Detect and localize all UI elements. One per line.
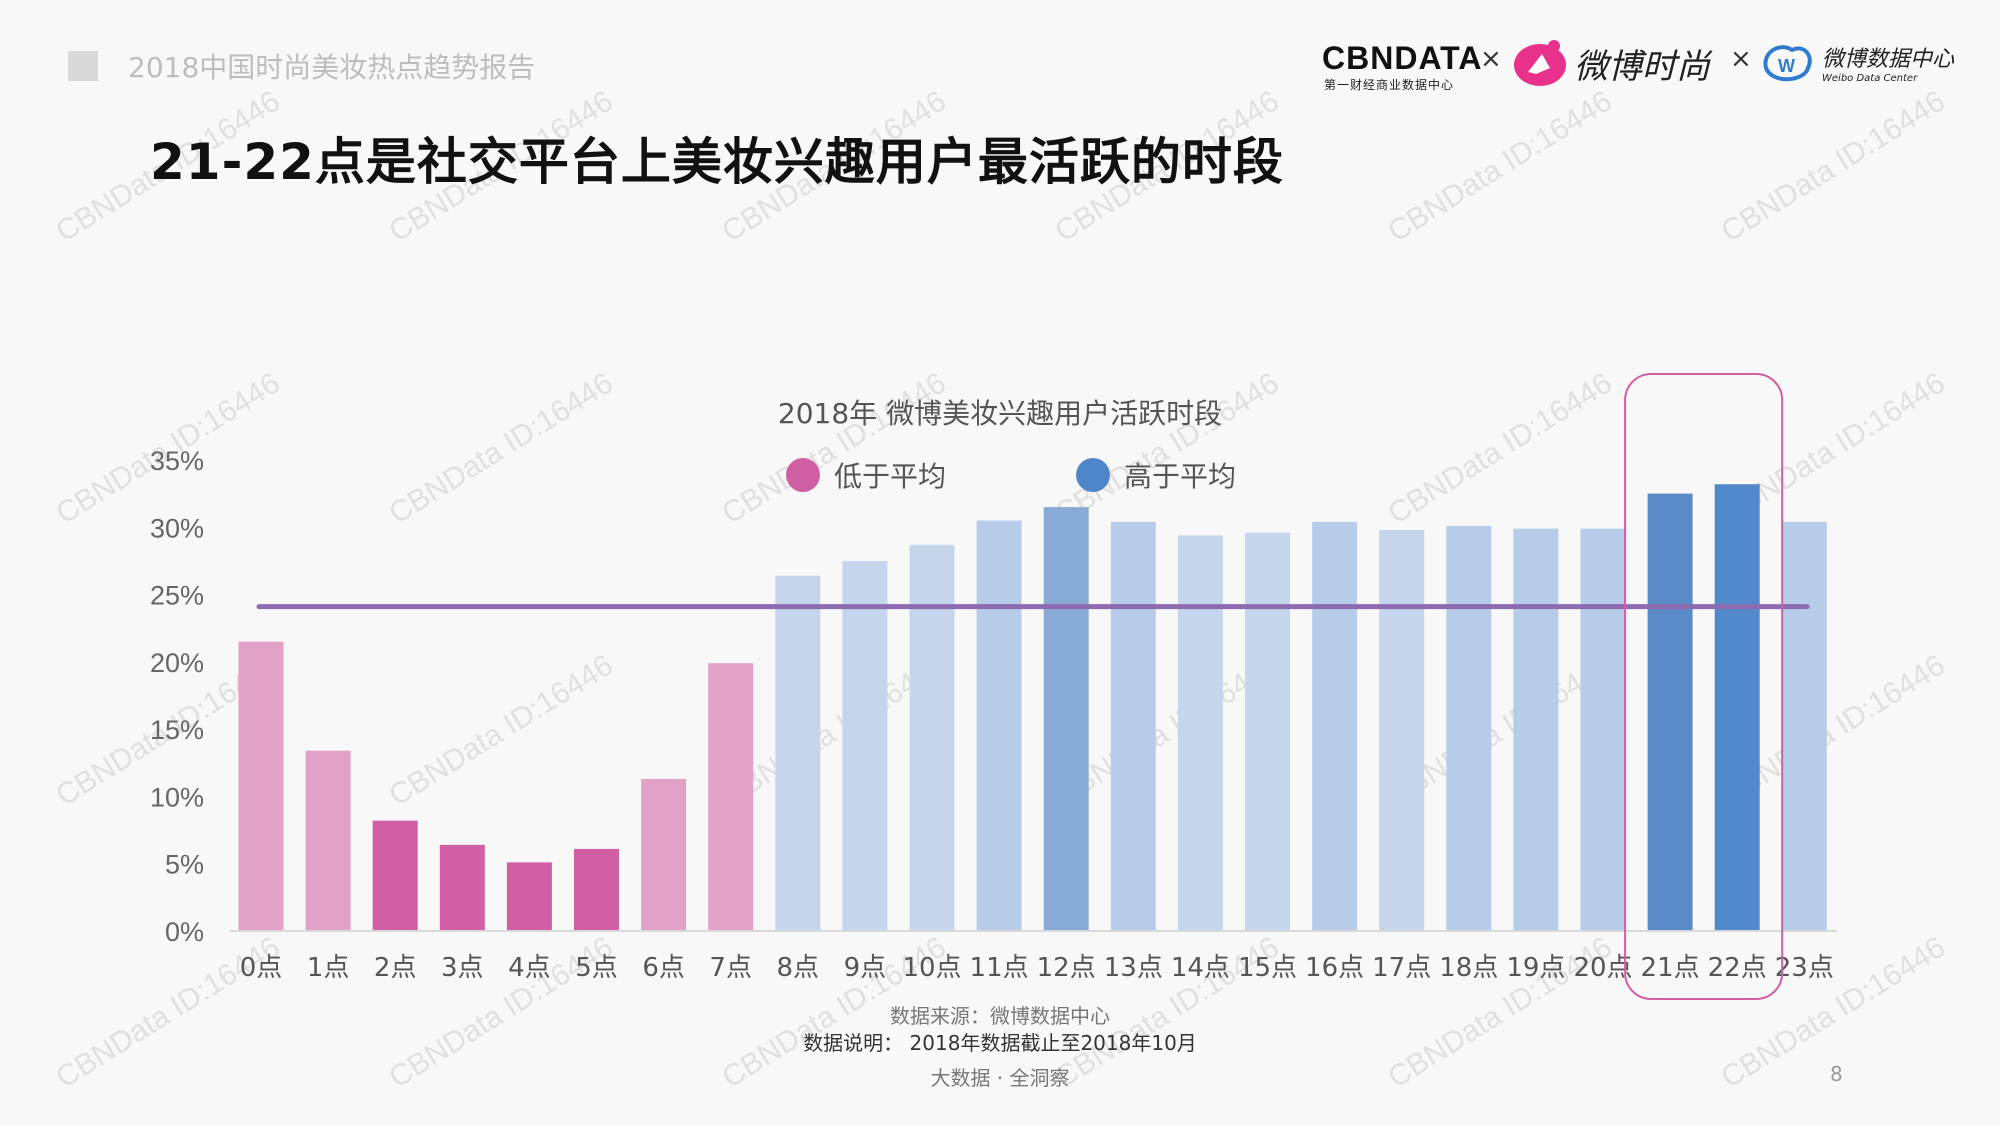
- x-tick-label: 9点: [844, 953, 887, 983]
- bar: [1714, 484, 1760, 931]
- x-tick-label: 4点: [508, 953, 551, 983]
- slogan: 大数据 · 全洞察: [930, 1066, 1070, 1090]
- legend-dot-icon: [786, 458, 820, 492]
- x-tick-label: 15点: [1238, 953, 1297, 983]
- bar: [775, 575, 821, 931]
- x-tick-label: 19点: [1506, 953, 1565, 983]
- x-tick-label: 11点: [970, 953, 1029, 983]
- weibo-data-center-icon: W: [1763, 45, 1812, 82]
- x-tick-label: 22点: [1708, 953, 1767, 983]
- cbndata-logo: CBNDATA: [1322, 40, 1482, 77]
- weibo-data-center-logo: W 微博数据中心 Weibo Data Center: [1760, 38, 1954, 86]
- bar: [909, 544, 955, 931]
- separator: ×: [1480, 44, 1502, 74]
- x-tick-label: 13点: [1104, 953, 1163, 983]
- bar: [506, 862, 552, 931]
- bar: [1312, 521, 1358, 931]
- y-tick-label: 5%: [165, 850, 204, 880]
- bar: [1446, 525, 1492, 931]
- legend-item-below-average: 低于平均: [786, 455, 946, 495]
- bar: [842, 560, 888, 931]
- x-tick-label: 10点: [902, 953, 961, 983]
- bar: [1177, 535, 1223, 931]
- svg-text:W: W: [1778, 56, 1795, 76]
- bar: [238, 641, 284, 931]
- header-square-icon: [68, 51, 98, 81]
- bar: [1043, 507, 1089, 931]
- bar: [372, 820, 418, 931]
- x-tick-label: 20点: [1573, 953, 1632, 983]
- legend-dot-icon: [1076, 458, 1110, 492]
- bar: [1110, 521, 1156, 931]
- x-tick-label: 6点: [642, 953, 685, 983]
- highlight-box: [1624, 373, 1784, 1000]
- weibo-fashion-text: 微博时尚: [1574, 46, 1710, 87]
- legend-label: 低于平均: [834, 460, 947, 493]
- y-tick-label: 0%: [165, 917, 204, 947]
- y-tick-label: 30%: [150, 513, 204, 543]
- bar: [439, 844, 485, 931]
- bar: [574, 848, 619, 931]
- legend-label: 高于平均: [1124, 460, 1237, 493]
- x-tick-label: 21点: [1641, 953, 1700, 983]
- x-tick-label: 14点: [1171, 953, 1230, 983]
- page-number: 8: [1830, 1062, 1843, 1086]
- weibo-fashion-icon: [1514, 40, 1566, 86]
- bar: [1647, 493, 1693, 931]
- y-tick-label: 15%: [150, 715, 204, 745]
- cbndata-logo-text: CBNDATA: [1322, 40, 1483, 76]
- bar: [305, 750, 351, 931]
- weibo-data-center-text: 微博数据中心: [1822, 46, 1955, 72]
- chart-title: 2018年 微博美妆兴趣用户活跃时段: [777, 397, 1223, 430]
- bar: [1580, 528, 1626, 931]
- bar: [708, 663, 754, 931]
- x-tick-label: 0点: [240, 953, 283, 983]
- weibo-data-center-en-text: Weibo Data Center: [1822, 72, 1918, 84]
- x-tick-label: 12点: [1037, 953, 1096, 983]
- bar: [1513, 528, 1559, 931]
- x-tick-label: 18点: [1439, 953, 1498, 983]
- bar: [641, 778, 687, 931]
- report-title: 2018中国时尚美妆热点趋势报告: [128, 51, 536, 84]
- bar: [1245, 532, 1290, 931]
- x-tick-label: 3点: [441, 953, 484, 983]
- separator: ×: [1730, 44, 1752, 74]
- y-tick-label: 20%: [150, 648, 204, 678]
- x-tick-label: 8点: [777, 953, 820, 983]
- y-tick-label: 25%: [150, 581, 204, 611]
- x-tick-label: 7点: [709, 953, 752, 983]
- bar: [1781, 521, 1827, 931]
- y-tick-label: 35%: [150, 446, 204, 476]
- y-tick-label: 10%: [150, 782, 204, 812]
- x-tick-label: 5点: [575, 953, 618, 983]
- legend-item-above-average: 高于平均: [1076, 455, 1236, 495]
- x-tick-label: 2点: [374, 953, 417, 983]
- x-tick-label: 16点: [1305, 953, 1364, 983]
- x-tick-label: 17点: [1372, 953, 1431, 983]
- weibo-fashion-logo: 微博时尚: [1512, 38, 1710, 88]
- x-tick-label: 1点: [307, 953, 350, 983]
- bar: [1379, 529, 1425, 931]
- bar: [976, 520, 1022, 931]
- cbndata-logo-subtitle: 第一财经商业数据中心: [1324, 78, 1455, 92]
- page-title: 21-22点是社交平台上美妆兴趣用户最活跃的时段: [150, 133, 1284, 191]
- data-note: 数据说明： 2018年数据截止至2018年10月: [803, 1031, 1197, 1055]
- data-source: 数据来源：微博数据中心: [890, 1004, 1110, 1028]
- x-tick-label: 23点: [1775, 953, 1834, 983]
